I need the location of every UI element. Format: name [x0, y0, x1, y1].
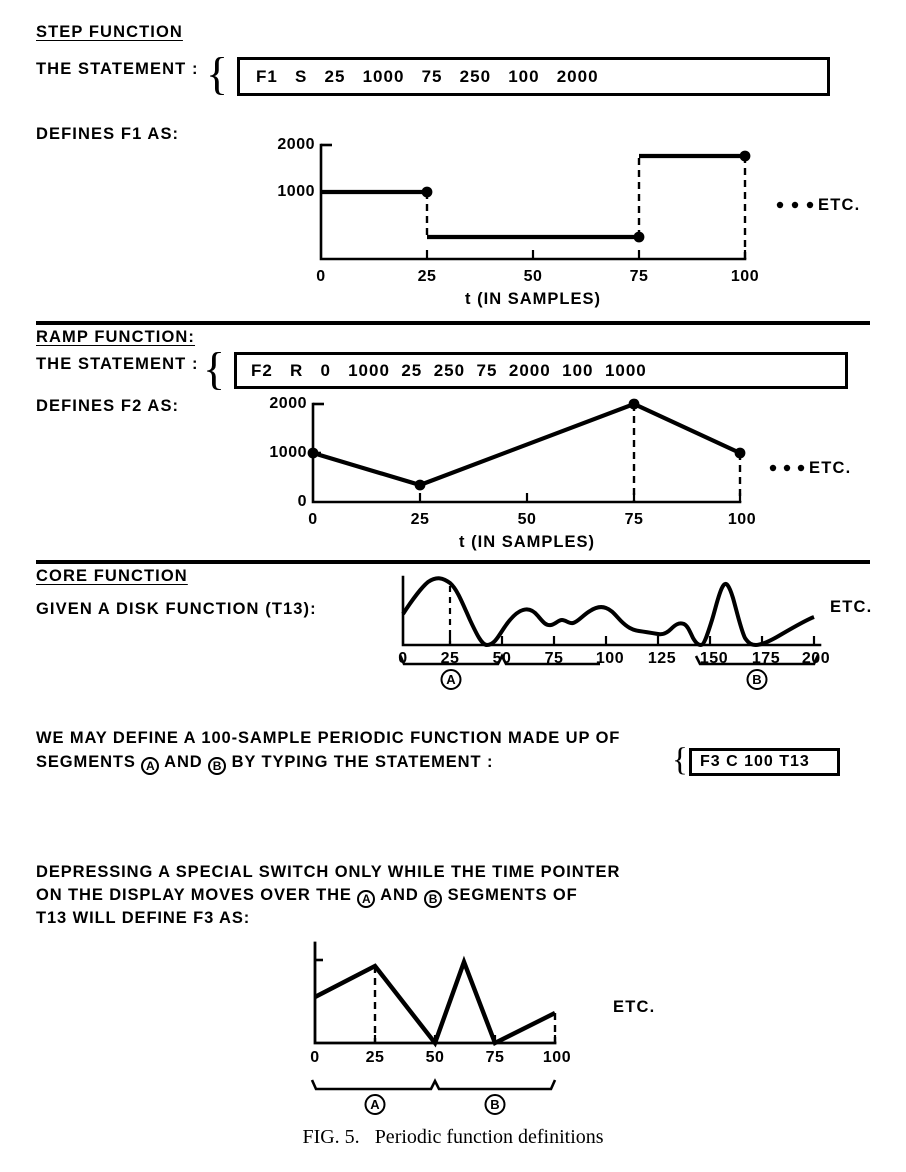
figure-caption-label: FIG. 5.: [302, 1126, 360, 1148]
ramp-xtick-50: 50: [517, 511, 537, 528]
core-xtick-175: 175: [751, 650, 781, 667]
f3-xtick-50: 50: [425, 1049, 445, 1066]
step-brace-icon: {: [206, 48, 229, 99]
step-xtick-25: 25: [417, 268, 437, 285]
divider-rule-1: [36, 321, 870, 325]
step-axis-title: t (IN SAMPLES): [465, 290, 601, 308]
step-statement-box[interactable]: F1 S 25 1000 75 250 100 2000: [237, 57, 830, 96]
core-paragraph2-line1: DEPRESSING A SPECIAL SWITCH ONLY WHILE T…: [36, 863, 621, 881]
core-function-heading: CORE FUNCTION: [36, 567, 188, 585]
figure-caption-text: Periodic function definitions: [374, 1126, 604, 1148]
ramp-function-heading: RAMP FUNCTION:: [36, 328, 196, 346]
ramp-etc-label: ETC.: [809, 459, 852, 477]
core-xtick-25: 25: [440, 650, 460, 667]
segment-b-badge-inline-1: B: [208, 757, 227, 775]
f3-segment-b-badge: B: [484, 1094, 506, 1115]
core-paragraph1-line2-post: BY TYPING THE STATEMENT :: [226, 753, 494, 771]
step-defines-label: DEFINES F1 AS:: [36, 125, 180, 143]
ramp-xtick-75: 75: [624, 511, 644, 528]
step-xtick-50: 50: [523, 268, 543, 285]
ramp-ytick-2000: 2000: [269, 395, 307, 412]
ramp-statement-box[interactable]: F2 R 0 1000 25 250 75 2000 100 1000: [234, 352, 848, 389]
core-xtick-50: 50: [492, 650, 512, 667]
segment-a-badge-inline-2: A: [357, 890, 376, 908]
f3-etc-label: ETC.: [613, 998, 656, 1016]
f3-xtick-75: 75: [485, 1049, 505, 1066]
f3-segment-braces: [310, 1078, 557, 1091]
step-xtick-0: 0: [316, 268, 326, 285]
disk-function-t13-chart: [401, 575, 822, 648]
step-etc-label: ETC.: [818, 196, 861, 214]
core-segment-b-badge: B: [746, 669, 768, 690]
core-etc-label: ETC.: [830, 598, 873, 616]
core-paragraph2-line2-pre: ON THE DISPLAY MOVES OVER THE: [36, 886, 358, 904]
core-xtick-0: 0: [398, 650, 408, 667]
core-brace-icon: {: [672, 742, 688, 778]
core-xtick-125: 125: [647, 650, 677, 667]
ramp-ytick-0: 0: [297, 493, 307, 510]
ramp-brace-icon: {: [203, 343, 226, 394]
core-paragraph2-line2-post: SEGMENTS OF: [442, 886, 578, 904]
core-paragraph2-line3: T13 WILL DEFINE F3 AS:: [36, 909, 251, 927]
core-paragraph2-line2: ON THE DISPLAY MOVES OVER THE A AND B SE…: [36, 885, 578, 908]
core-paragraph1-line1: WE MAY DEFINE A 100-SAMPLE PERIODIC FUNC…: [36, 729, 621, 747]
core-xtick-200: 200: [801, 650, 831, 667]
step-ytick-1000: 1000: [277, 183, 315, 200]
segment-b-badge-inline-2: B: [424, 890, 443, 908]
step-xtick-100: 100: [730, 268, 760, 285]
divider-rule-2: [36, 560, 870, 564]
step-function-heading: STEP FUNCTION: [36, 23, 183, 41]
core-paragraph1-line2-pre: SEGMENTS: [36, 753, 142, 771]
core-paragraph1-line2: SEGMENTS A AND B BY TYPING THE STATEMENT…: [36, 752, 493, 775]
ramp-ytick-1000: 1000: [269, 444, 307, 461]
ramp-defines-label: DEFINES F2 AS:: [36, 397, 180, 415]
ramp-xtick-0: 0: [308, 511, 318, 528]
step-statement-label: THE STATEMENT :: [36, 60, 199, 78]
f3-statement-box[interactable]: F3 C 100 T13: [689, 748, 840, 776]
segment-a-badge-inline-1: A: [141, 757, 160, 775]
core-xtick-150: 150: [699, 650, 729, 667]
ramp-statement-label: THE STATEMENT :: [36, 355, 199, 373]
core-xtick-100: 100: [595, 650, 625, 667]
f3-xtick-25: 25: [365, 1049, 385, 1066]
ramp-xtick-25: 25: [410, 511, 430, 528]
f3-periodic-function-chart: [313, 941, 557, 1048]
ramp-xtick-100: 100: [727, 511, 757, 528]
figure-caption: FIG. 5. Periodic function definitions: [0, 1126, 906, 1149]
f3-xtick-100: 100: [542, 1049, 572, 1066]
core-paragraph1-line2-mid: AND: [159, 753, 209, 771]
ramp-function-chart: [307, 398, 805, 504]
core-given-label: GIVEN A DISK FUNCTION (T13):: [36, 600, 317, 618]
f3-segment-a-badge: A: [364, 1094, 386, 1115]
step-xtick-75: 75: [629, 268, 649, 285]
f3-xtick-0: 0: [310, 1049, 320, 1066]
ramp-axis-title: t (IN SAMPLES): [459, 533, 595, 551]
core-paragraph2-line2-mid: AND: [375, 886, 425, 904]
core-segment-a-badge: A: [440, 669, 462, 690]
step-ytick-2000: 2000: [277, 136, 315, 153]
core-xtick-75: 75: [544, 650, 564, 667]
step-function-chart: [319, 143, 814, 261]
